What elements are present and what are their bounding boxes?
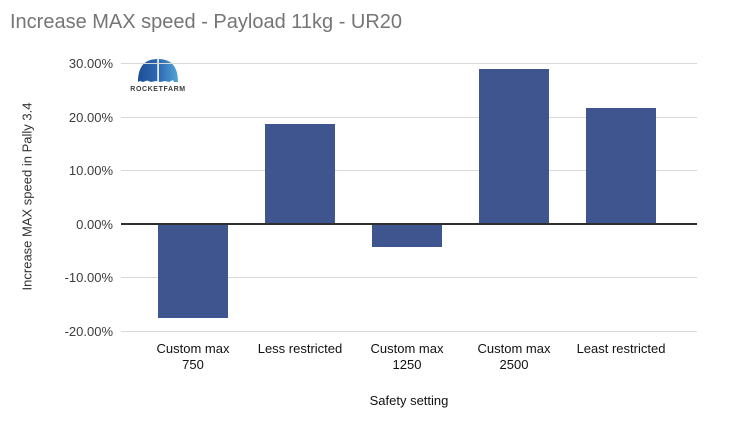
x-category-label: Custom max 750 [156,341,230,372]
bar-1[interactable] [158,223,228,318]
x-category-label: Custom max 2500 [477,341,551,372]
y-tick-label: 10.00% [68,163,113,179]
bar-2[interactable] [265,123,335,224]
x-axis-title: Safety setting [369,393,449,408]
rocketfarm-logo-text: ROCKETFARM [130,86,186,93]
zero-baseline [121,222,697,225]
x-category-label: Least restricted [576,341,666,356]
y-tick-label: 0.00% [76,216,113,232]
gridline [121,170,697,172]
gridline [121,116,697,118]
rocketfarm-logo: ROCKETFARM [129,56,187,93]
x-category-label: Custom max 1250 [370,341,444,372]
gridline [121,331,697,332]
gridline [121,63,697,64]
y-tick-label: -20.00% [64,324,113,339]
y-tick-label: -10.00% [64,270,113,286]
x-category-label: Less restricted [257,341,343,356]
chart-title: Increase MAX speed - Payload 11kg - UR20 [10,11,403,33]
bar-4[interactable] [479,69,549,224]
bar-3[interactable] [372,223,442,247]
y-axis-title: Increase MAX speed in Pally 3.4 [19,102,35,291]
bar-5[interactable] [586,108,656,224]
y-tick-label: 20.00% [68,109,113,125]
gridline [121,277,697,279]
y-tick-label: 30.00% [68,56,113,71]
rocketfarm-rocket-icon [138,56,178,82]
